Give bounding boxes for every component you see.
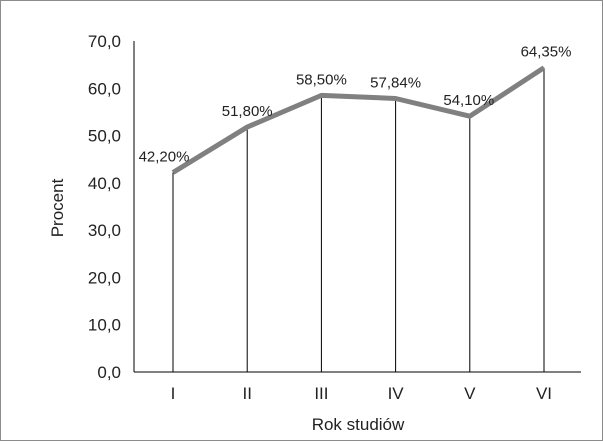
x-tick-label: VI xyxy=(536,384,552,403)
series-line xyxy=(171,65,546,175)
drop-lines xyxy=(172,67,545,372)
data-label: 51,80% xyxy=(222,103,273,120)
y-tick-label: 50,0 xyxy=(88,127,121,146)
data-labels: 42,20% 51,80% 58,50% 57,84% 54,10% 64,35% xyxy=(139,44,572,166)
data-label: 64,35% xyxy=(521,44,572,61)
y-tick-label: 70,0 xyxy=(88,32,121,51)
data-label: 54,10% xyxy=(443,92,494,109)
data-label: 58,50% xyxy=(296,71,347,88)
y-tick-label: 10,0 xyxy=(88,316,121,335)
x-axis-title: Rok studiów xyxy=(312,415,405,434)
x-tick-label: III xyxy=(314,384,328,403)
x-tick-label: II xyxy=(242,384,251,403)
y-axis-ticks: 0,0 10,0 20,0 30,0 40,0 50,0 60,0 70,0 xyxy=(88,32,121,382)
y-tick-label: 30,0 xyxy=(88,221,121,240)
data-label: 57,84% xyxy=(370,74,421,91)
data-label: 42,20% xyxy=(139,148,190,165)
x-tick-label: IV xyxy=(388,384,405,403)
y-tick-label: 60,0 xyxy=(88,79,121,98)
x-tick-label: I xyxy=(171,384,176,403)
x-tick-label: V xyxy=(464,384,476,403)
x-axis-ticks: I II III IV V VI xyxy=(171,384,552,403)
y-tick-label: 40,0 xyxy=(88,174,121,193)
y-tick-label: 0,0 xyxy=(97,363,121,382)
y-axis-title: Procent xyxy=(48,178,67,237)
y-tick-label: 20,0 xyxy=(88,268,121,287)
